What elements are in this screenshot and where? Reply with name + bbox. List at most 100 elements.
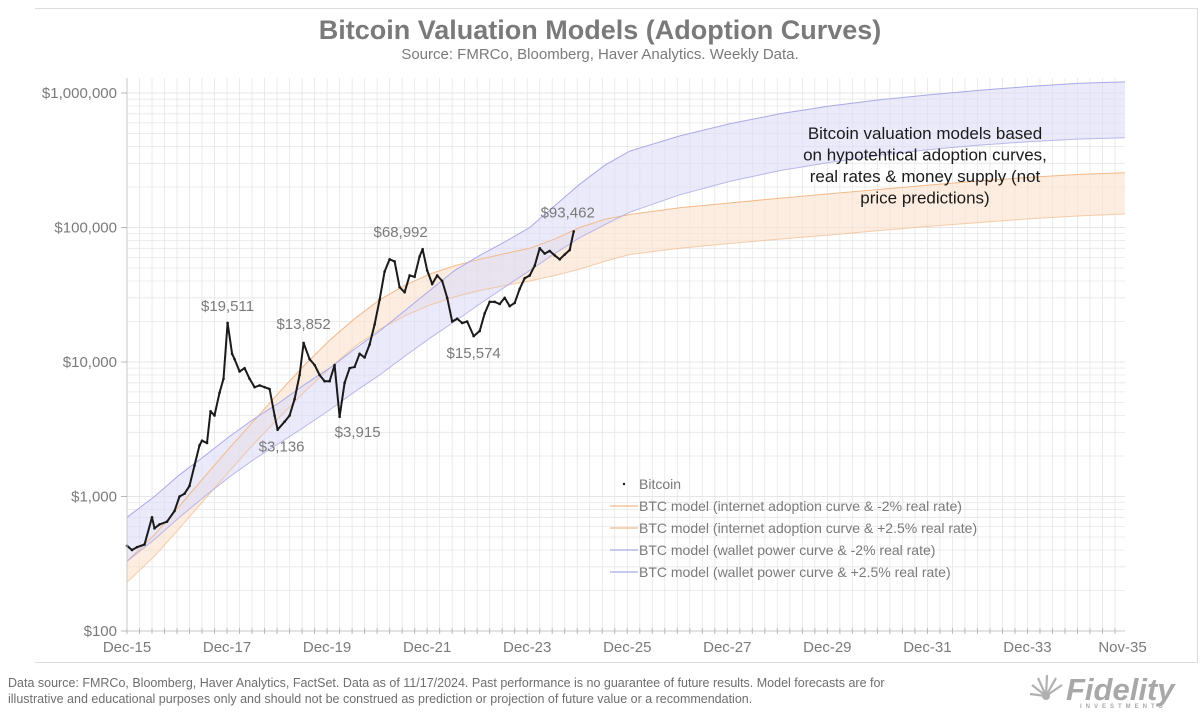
data-label: $3,915 bbox=[335, 424, 381, 441]
bitcoin-point bbox=[183, 492, 186, 495]
bitcoin-point bbox=[413, 275, 416, 279]
series-line-internet-neg2 bbox=[126, 172, 1126, 562]
bitcoin-point bbox=[445, 296, 449, 300]
bitcoin-point bbox=[543, 252, 547, 255]
bitcoin-point bbox=[572, 230, 576, 233]
x-tick-label: Dec-19 bbox=[303, 639, 351, 656]
logo-subtext: INVESTMENTS bbox=[1080, 704, 1167, 710]
bitcoin-point bbox=[363, 356, 366, 359]
bitcoin-point bbox=[238, 370, 241, 373]
x-tick-label: Dec-27 bbox=[703, 639, 751, 656]
axes: $100 $1,000 $10,000 $100,000 $1,000,000 Dec-1… bbox=[42, 78, 1147, 656]
data-label: $13,852 bbox=[276, 316, 330, 333]
x-tick-label: Dec-29 bbox=[803, 639, 851, 656]
bitcoin-point bbox=[558, 258, 562, 261]
bitcoin-point bbox=[222, 377, 225, 381]
data-label: $3,136 bbox=[259, 439, 305, 456]
bitcoin-point bbox=[218, 391, 221, 395]
series-line-internet-pos25 bbox=[126, 213, 1126, 583]
bitcoin-point bbox=[472, 334, 475, 338]
bitcoin-point bbox=[358, 352, 361, 356]
bitcoin-point bbox=[465, 320, 469, 323]
grid bbox=[126, 78, 1125, 632]
bitcoin-point bbox=[368, 343, 371, 346]
bitcoin-point bbox=[498, 302, 501, 306]
bitcoin-point bbox=[150, 516, 154, 519]
legend-label-internet_neg2: BTC model (internet adoption curve & -2%… bbox=[639, 498, 962, 514]
bitcoin-point bbox=[298, 373, 301, 377]
bitcoin-point bbox=[343, 381, 346, 385]
bitcoin-point bbox=[205, 441, 209, 445]
bitcoin-point bbox=[383, 270, 386, 273]
x-tick-label: Dec-33 bbox=[1003, 639, 1051, 656]
bitcoin-point bbox=[513, 301, 516, 305]
bitcoin-point bbox=[548, 249, 552, 253]
x-tick-label: Dec-21 bbox=[403, 639, 451, 656]
footer-line-2: illustrative and educational purposes on… bbox=[8, 692, 753, 706]
bitcoin-point bbox=[333, 363, 336, 367]
bitcoin-point bbox=[568, 248, 572, 252]
fidelity-logo: Fidelity INVESTMENTS bbox=[1028, 672, 1198, 712]
chart-frame bbox=[35, 8, 1198, 663]
bitcoin-point bbox=[533, 264, 537, 267]
bitcoin-point bbox=[353, 365, 356, 369]
bitcoin-point bbox=[165, 520, 169, 523]
bitcoin-point bbox=[288, 414, 291, 417]
bitcoin-point bbox=[130, 548, 134, 552]
bitcoin-point bbox=[503, 296, 506, 300]
series-line-wallet-pos25 bbox=[126, 137, 1126, 562]
bitcoin-point bbox=[435, 274, 439, 277]
y-tick-label: $1,000 bbox=[71, 489, 117, 506]
footer-line-1: Data source: FMRCo, Bloomberg, Haver Ana… bbox=[8, 676, 885, 690]
annotation-text: Bitcoin valuation models based on hypoteh… bbox=[803, 124, 1047, 208]
annotation-line: on hypotehtical adoption curves, bbox=[803, 146, 1047, 165]
bitcoin-point bbox=[398, 285, 401, 289]
bitcoin-point bbox=[338, 415, 341, 419]
bitcoin-point bbox=[373, 323, 376, 326]
legend-label-wallet_pos25: BTC model (wallet power curve & +2.5% re… bbox=[639, 564, 951, 580]
logo-wordmark: Fidelity bbox=[1066, 672, 1175, 707]
bitcoin-point bbox=[563, 253, 567, 256]
data-labels: $19,511 $3,136 $13,852 $3,915 $68,992 $15,574… bbox=[201, 204, 595, 455]
bitcoin-point bbox=[518, 287, 521, 291]
bitcoin-point bbox=[276, 428, 279, 432]
bitcoin-point bbox=[418, 255, 421, 258]
bitcoin-point bbox=[528, 274, 532, 277]
legend-label-internet_pos25: BTC model (internet adoption curve & +2.… bbox=[639, 520, 977, 536]
bitcoin-point bbox=[460, 321, 464, 325]
annotation-line: real rates & money supply (not bbox=[810, 167, 1041, 186]
bitcoin-point bbox=[173, 509, 176, 513]
bitcoin-point bbox=[450, 320, 454, 323]
bitcoin-point bbox=[209, 409, 212, 413]
bitcoin-point bbox=[378, 298, 381, 302]
bitcoin-point bbox=[263, 385, 266, 389]
internet-adoption-band bbox=[127, 172, 1125, 583]
bitcoin-point bbox=[268, 387, 271, 391]
bitcoin-point bbox=[153, 527, 156, 530]
series-line-wallet-neg2 bbox=[126, 81, 1126, 518]
annotation-line: Bitcoin valuation models based bbox=[808, 124, 1042, 143]
bitcoin-point bbox=[135, 545, 139, 549]
bitcoin-point bbox=[253, 385, 256, 389]
x-tick-label: Dec-17 bbox=[203, 639, 251, 656]
bitcoin-point bbox=[200, 439, 204, 442]
bitcoin-point bbox=[273, 414, 276, 417]
bitcoin-point bbox=[388, 258, 391, 261]
bitcoin-point bbox=[226, 321, 229, 325]
legend-marker-bitcoin bbox=[622, 482, 626, 486]
x-tick-label: Dec-31 bbox=[903, 639, 951, 656]
bitcoin-point bbox=[425, 269, 429, 272]
bitcoin-point bbox=[508, 304, 511, 308]
bitcoin-point bbox=[158, 523, 161, 526]
bitcoin-point bbox=[233, 357, 236, 361]
bitcoin-point bbox=[348, 366, 351, 370]
bitcoin-point bbox=[455, 317, 459, 320]
bitcoin-point bbox=[553, 254, 557, 257]
x-tick-label: Dec-25 bbox=[603, 639, 651, 656]
x-tick-label: Dec-15 bbox=[103, 639, 151, 656]
bitcoin-point bbox=[483, 312, 486, 315]
bitcoin-point bbox=[393, 260, 396, 263]
bitcoin-point bbox=[421, 247, 424, 251]
bitcoin-point bbox=[143, 543, 146, 546]
data-label: $93,462 bbox=[541, 204, 595, 221]
